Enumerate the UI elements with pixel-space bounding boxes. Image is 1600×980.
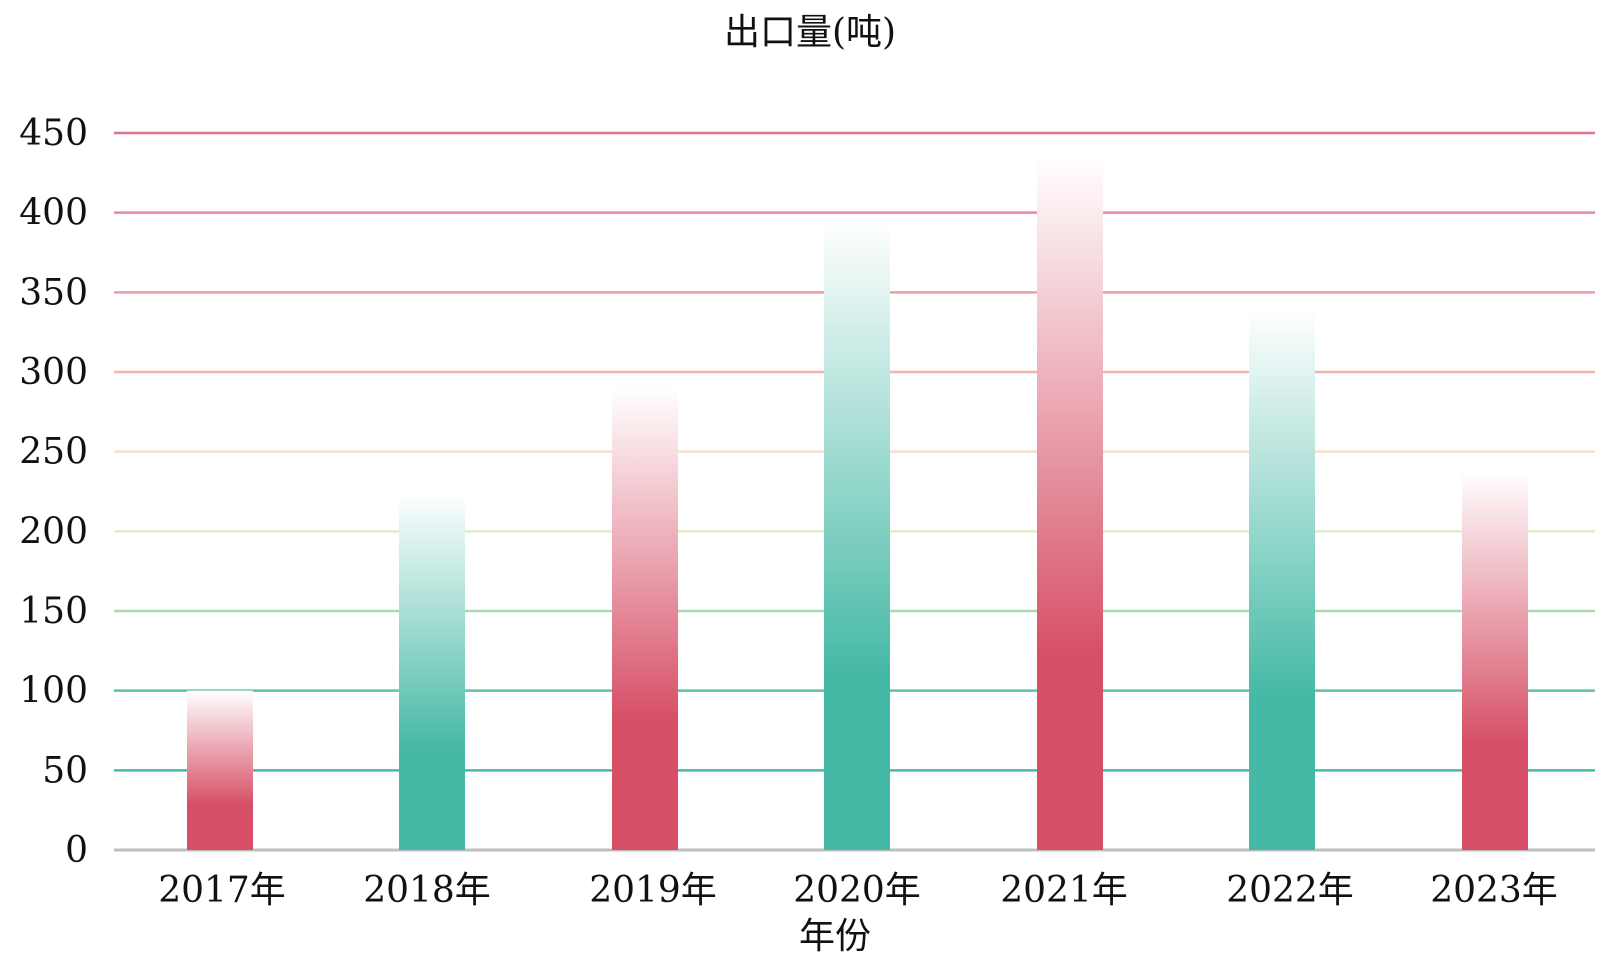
- y-tick-label: 150: [19, 591, 88, 632]
- y-tick-label: 300: [19, 352, 88, 393]
- bar-2017年: [187, 690, 253, 850]
- x-tick-label: 2021年: [1000, 870, 1128, 911]
- y-tick-label: 350: [19, 272, 88, 313]
- y-tick-label: 100: [19, 671, 88, 712]
- y-tick-label: 450: [19, 113, 88, 154]
- x-axis-title: 年份: [799, 916, 871, 957]
- y-axis-ticks: 0 50 100 150 200 250 300 350 400 450: [19, 113, 88, 871]
- x-tick-label: 2023年: [1430, 870, 1558, 911]
- x-tick-label: 2020年: [793, 870, 921, 911]
- bar-2018年: [399, 491, 465, 850]
- y-tick-label: 0: [65, 830, 88, 871]
- bar-2019年: [612, 387, 678, 850]
- bars: [187, 156, 1528, 851]
- bar-2022年: [1249, 308, 1315, 850]
- x-axis-ticks: 2017年 2018年 2019年 2020年 2021年 2022年 2023年: [158, 870, 1558, 911]
- x-tick-label: 2018年: [363, 870, 491, 911]
- y-tick-label: 400: [19, 193, 88, 234]
- x-tick-label: 2019年: [589, 870, 717, 911]
- chart-title: 出口量(吨): [724, 12, 896, 53]
- x-tick-label: 2022年: [1226, 870, 1354, 911]
- bar-2020年: [824, 220, 890, 851]
- bar-2023年: [1462, 470, 1528, 850]
- y-tick-label: 50: [42, 750, 88, 791]
- y-tick-label: 200: [19, 511, 88, 552]
- x-tick-label: 2017年: [158, 870, 286, 911]
- y-tick-label: 250: [19, 432, 88, 473]
- bar-2021年: [1037, 156, 1103, 850]
